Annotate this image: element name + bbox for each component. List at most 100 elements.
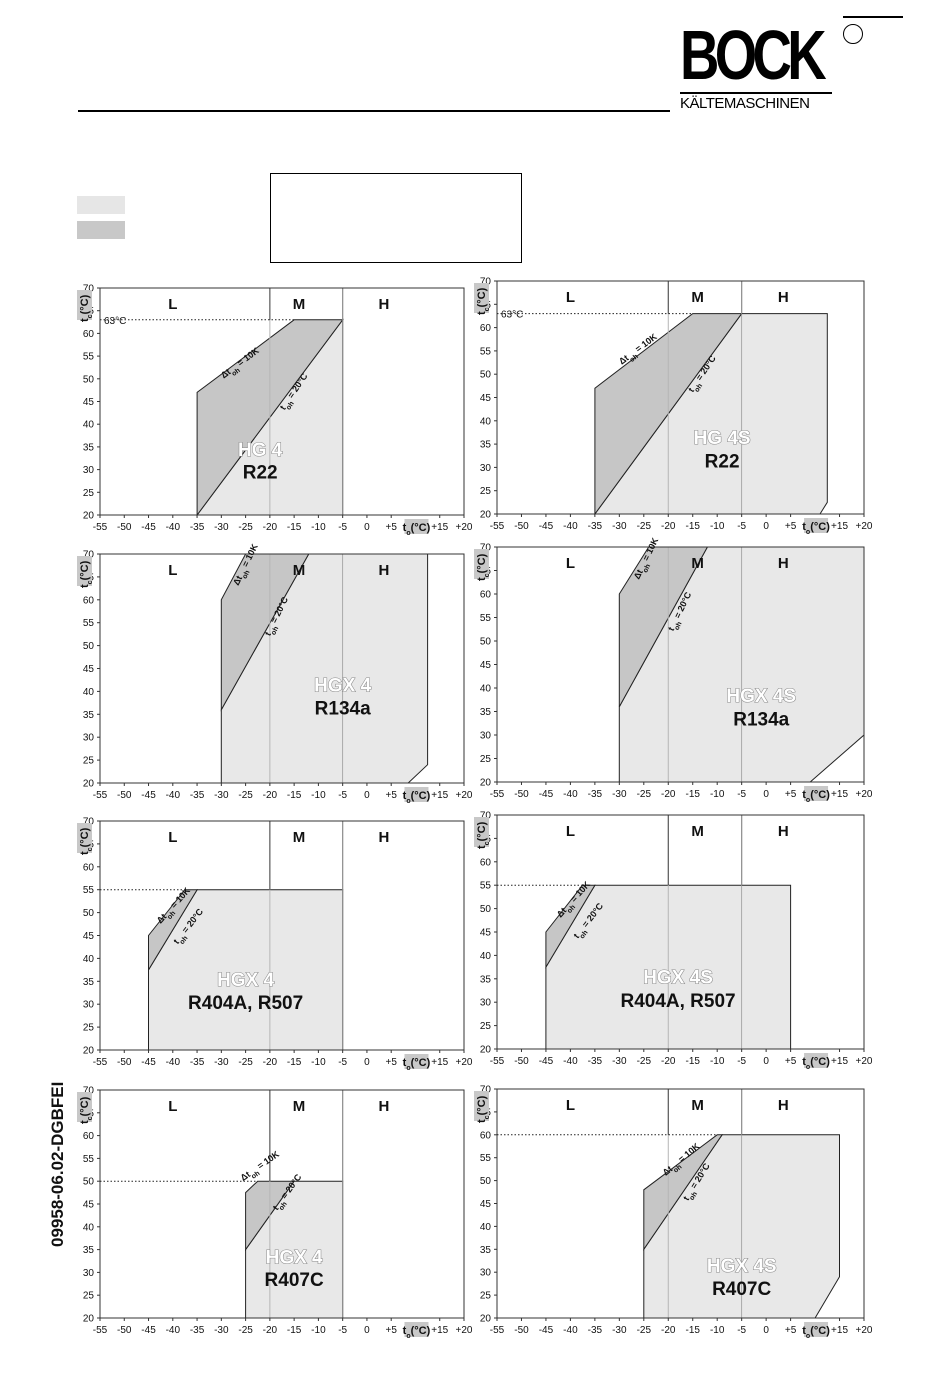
legend-swatch-light [77,196,125,214]
x-tick-label: -15 [686,521,701,532]
zone-label-l: L [566,823,575,840]
envelope-dark-area [594,313,743,516]
x-tick-label: -5 [338,1057,347,1068]
x-axis-label-bg [804,786,829,801]
x-tick-label: -20 [263,790,278,801]
chart-hgx4s-r407c: LMH2025303540455055606570-55-50-45-40-35… [474,1085,873,1340]
y-tick-label: 40 [480,416,492,427]
limit-label: 63°C [104,316,126,327]
legend-swatch-dark [77,221,125,239]
x-axis-label: to(°C) [802,1325,830,1340]
zone-label-h: H [778,1097,789,1114]
x-tick-label: -45 [539,1325,554,1336]
x-tick-label: -45 [141,1057,156,1068]
y-axis-label-bg [474,549,489,579]
y-tick-label: 40 [83,1222,95,1233]
x-tick-label: -10 [710,1325,725,1336]
chart-hgx4-r134a: LMH2025303540455055606570-55-50-45-40-35… [77,542,473,805]
y-tick-label: 55 [480,1153,492,1164]
refrigerant-label: R22 [243,463,278,484]
y-tick-label: 40 [480,684,492,695]
x-axis-label-bg [404,1054,429,1069]
x-tick-label: -45 [141,1325,156,1336]
x-tick-label: -20 [263,1057,278,1068]
y-tick-label: 40 [83,954,95,965]
x-tick-label: +5 [785,1325,797,1336]
x-tick-label: +15 [831,789,848,800]
x-tick-label: +20 [456,1057,473,1068]
x-tick-label: +15 [431,790,448,801]
x-tick-label: -50 [514,521,529,532]
x-tick-label: -25 [637,521,652,532]
x-tick-label: -55 [490,1325,505,1336]
x-tick-label: -55 [93,1325,108,1336]
zone-label-l: L [168,562,177,579]
x-tick-label: +20 [456,522,473,533]
y-tick-label: 60 [83,1131,95,1142]
x-tick-label: +15 [831,1056,848,1067]
y-tick-label: 70 [83,550,95,561]
y-tick-label: 20 [480,510,492,521]
x-axis-label-bg [404,787,429,802]
x-tick-label: +5 [385,790,397,801]
x-tick-label: -30 [612,789,627,800]
zone-label-m: M [691,555,704,572]
x-tick-label: -5 [338,522,347,533]
y-tick-label: 35 [83,1245,95,1256]
y-tick-label: 35 [480,974,492,985]
x-tick-label: -40 [563,521,578,532]
y-axis-label-bg [474,817,489,847]
bock-logo: BOCK KÄLTEMASCHINEN [680,20,832,112]
y-axis-label: tc(°C) [79,294,94,322]
chart-hgx4s-r404a: LMH2025303540455055606570-55-50-45-40-35… [474,811,873,1071]
zone-label-m: M [293,1098,306,1115]
y-tick-label: 25 [83,488,95,499]
y-tick-label: 40 [480,951,492,962]
y-tick-label: 55 [480,881,492,892]
y-tick-label: 50 [83,374,95,385]
y-tick-label: 25 [480,1021,492,1032]
y-tick-label: 20 [480,778,492,789]
x-tick-label: -40 [166,790,181,801]
x-tick-label: +20 [456,790,473,801]
y-tick-label: 35 [480,440,492,451]
x-tick-label: +5 [785,1056,797,1067]
y-tick-label: 25 [480,1291,492,1302]
y-axis-label-bg [474,1091,489,1121]
x-tick-label: -25 [637,789,652,800]
y-tick-label: 35 [480,1245,492,1256]
y-tick-label: 30 [83,1000,95,1011]
y-tick-label: 35 [83,710,95,721]
x-tick-label: -15 [287,790,302,801]
x-tick-label: -45 [539,789,554,800]
y-tick-label: 35 [83,977,95,988]
y-tick-label: 50 [83,1177,95,1188]
envelope-dark-area [643,1134,724,1251]
x-tick-label: +5 [385,1057,397,1068]
x-tick-label: -55 [490,521,505,532]
y-tick-label: 60 [83,862,95,873]
y-axis-label: tc(°C) [79,560,94,588]
y-tick-label: 45 [83,1200,95,1211]
zone-label-h: H [778,555,789,572]
zone-label-l: L [566,289,575,306]
x-tick-label: -10 [710,521,725,532]
refrigerant-label: R22 [705,451,740,472]
x-tick-label: -35 [190,790,205,801]
x-tick-label: -50 [117,1325,132,1336]
x-tick-label: +5 [385,522,397,533]
y-tick-label: 60 [83,329,95,340]
chart-hgx4s-r134a: LMH2025303540455055606570-55-50-45-40-35… [474,536,873,804]
refrigerant-label: R404A, R507 [188,993,303,1014]
zone-label-m: M [691,823,704,840]
x-tick-label: -40 [166,522,181,533]
x-tick-label: -20 [661,789,676,800]
y-tick-label: 20 [83,779,95,790]
y-tick-label: 45 [83,397,95,408]
zone-label-h: H [378,1098,389,1115]
y-tick-label: 70 [480,1085,492,1096]
x-tick-label: -40 [166,1057,181,1068]
zone-label-m: M [293,296,306,313]
plot-area: 63°CLMH2025303540455055606570-55-50-45-4… [77,284,473,537]
x-tick-label: -25 [238,1325,253,1336]
